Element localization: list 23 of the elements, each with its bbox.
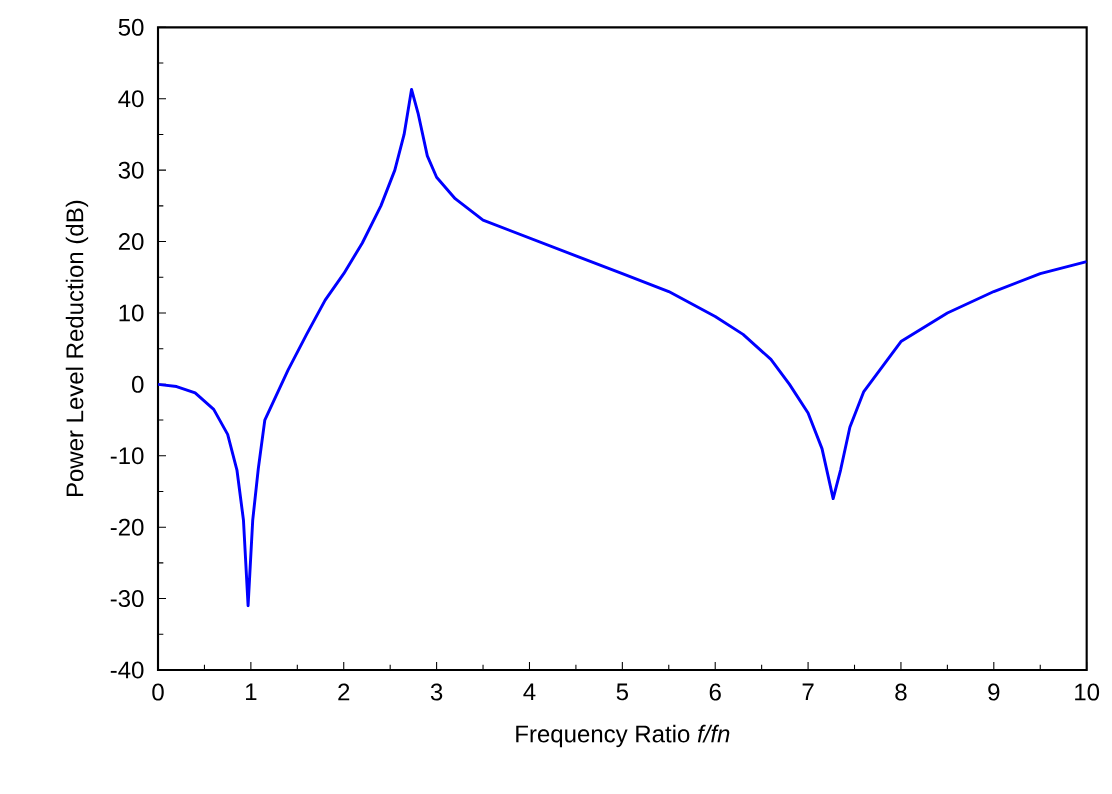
y-tick-label: 10	[119, 304, 144, 322]
y-tick-label: -40	[110, 661, 144, 679]
x-axis-title: Frequency Ratio f/fn	[516, 724, 730, 748]
y-axis-title: Power Level Reduction (dB)	[65, 200, 89, 497]
y-tick-label: -10	[110, 447, 144, 465]
x-tick-label: 5	[616, 683, 629, 701]
x-tick-label: 8	[895, 683, 907, 701]
y-tick-label: 0	[132, 375, 144, 393]
y-tick-label: 30	[118, 161, 144, 179]
x-tick-label: 4	[523, 683, 536, 701]
x-tick-label: 3	[430, 683, 443, 701]
y-tick-label: 40	[118, 90, 144, 108]
x-tick-label: 6	[709, 683, 721, 701]
x-tick-label: 10	[1075, 683, 1100, 701]
x-tick-label: 2	[338, 683, 350, 701]
y-tick-label: -30	[110, 590, 144, 608]
x-tick-label: 7	[802, 683, 814, 701]
y-tick-label: 50	[118, 18, 144, 36]
y-tick-label: 20	[118, 233, 144, 251]
x-tick-label: 9	[988, 683, 1000, 701]
x-tick-label: 0	[152, 683, 164, 701]
x-tick-label: 1	[246, 683, 257, 701]
y-tick-label: -20	[110, 518, 144, 536]
